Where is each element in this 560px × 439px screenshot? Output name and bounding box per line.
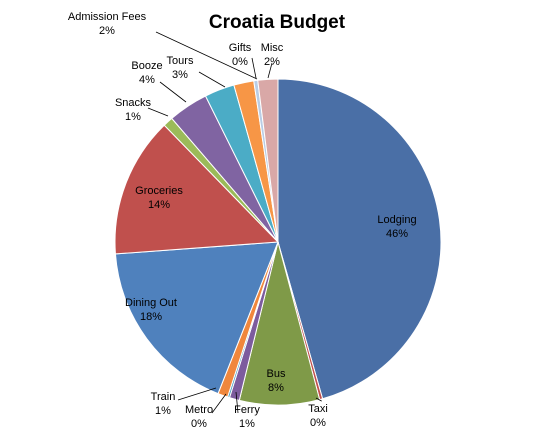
slice-label-train: Train [151, 391, 176, 403]
slice-label-gifts: Gifts [229, 42, 252, 54]
slice-label-tours: Tours [167, 55, 194, 67]
pie-slice-lodging [277, 78, 442, 400]
slice-label-booze: Booze [131, 60, 162, 72]
leader-line-metro [211, 393, 227, 414]
slice-value-label-bus: 8% [268, 382, 284, 394]
leader-line-booze [159, 81, 187, 103]
slice-value-label-ferry: 1% [239, 418, 255, 430]
leader-line-train [177, 387, 217, 401]
slice-label-ferry: Ferry [234, 404, 260, 416]
leader-line-snacks [147, 107, 169, 117]
slice-value-label-dining-out: 18% [140, 311, 162, 323]
slice-label-groceries: Groceries [135, 185, 183, 197]
slice-value-label-tours: 3% [172, 69, 188, 81]
slice-label-lodging: Lodging [377, 214, 416, 226]
slice-value-label-taxi: 0% [310, 417, 326, 429]
leader-line-taxi [315, 397, 322, 402]
slice-value-label-booze: 4% [139, 74, 155, 86]
slice-label-misc: Misc [261, 42, 284, 54]
leader-line-ferry [235, 391, 239, 414]
slice-label-bus: Bus [267, 368, 286, 380]
slice-value-label-snacks: 1% [125, 111, 141, 123]
slice-value-label-lodging: 46% [386, 228, 408, 240]
slice-value-label-gifts: 0% [232, 56, 248, 68]
slice-value-label-train: 1% [155, 405, 171, 417]
slice-label-taxi: Taxi [308, 403, 328, 415]
pie-slice-groceries [114, 124, 280, 255]
pie-slice-dining-out [114, 241, 279, 395]
slice-value-label-misc: 2% [264, 56, 280, 68]
leader-line-tours [198, 71, 226, 88]
pie-slice-misc [257, 78, 279, 243]
chart-title: Croatia Budget [209, 12, 346, 33]
slice-label-dining-out: Dining Out [125, 297, 177, 309]
leader-line-admission-fees [155, 31, 258, 80]
leader-line-gifts [251, 57, 257, 79]
slice-value-label-metro: 0% [191, 418, 207, 430]
slice-value-label-groceries: 14% [148, 199, 170, 211]
slice-label-admission-fees: Admission Fees [68, 11, 147, 23]
slice-label-metro: Metro [185, 404, 213, 416]
slice-value-label-admission-fees: 2% [99, 25, 115, 37]
leader-line-misc [267, 62, 273, 79]
slice-label-snacks: Snacks [115, 97, 152, 109]
